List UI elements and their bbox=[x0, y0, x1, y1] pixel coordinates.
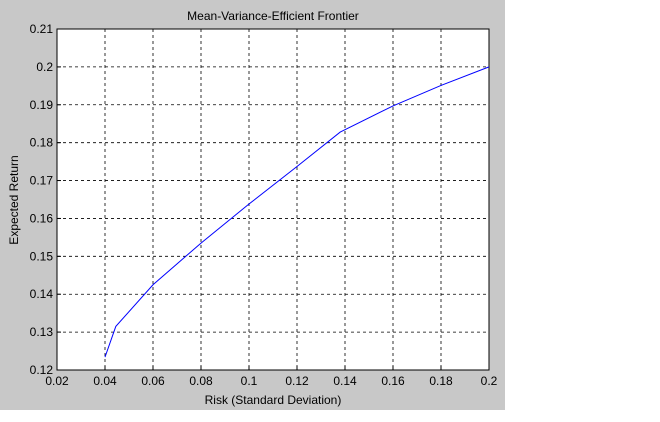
x-tick-label: 0.18 bbox=[429, 374, 453, 388]
x-tick-label: 0.02 bbox=[45, 374, 69, 388]
y-axis-label: Expected Return bbox=[7, 155, 21, 244]
x-tick-label: 0.14 bbox=[333, 374, 357, 388]
x-tick-label: 0.04 bbox=[93, 374, 117, 388]
y-tick-label: 0.21 bbox=[30, 22, 54, 36]
x-tick-label: 0.08 bbox=[189, 374, 213, 388]
y-tick-label: 0.18 bbox=[30, 136, 54, 150]
x-tick-label: 0.06 bbox=[141, 374, 165, 388]
y-tick-label: 0.14 bbox=[30, 287, 54, 301]
y-tick-label: 0.17 bbox=[30, 174, 54, 188]
y-tick-label: 0.15 bbox=[30, 249, 54, 263]
y-tick-label: 0.2 bbox=[36, 60, 53, 74]
y-tick-label: 0.12 bbox=[30, 363, 54, 377]
plot-border bbox=[56, 28, 490, 371]
frontier-line bbox=[104, 66, 490, 358]
x-tick-label: 0.16 bbox=[381, 374, 405, 388]
y-tick-label: 0.19 bbox=[30, 98, 54, 112]
x-tick-label: 0.1 bbox=[241, 374, 258, 388]
plot-area bbox=[56, 28, 490, 371]
x-tick-label: 0.12 bbox=[285, 374, 309, 388]
y-tick-label: 0.16 bbox=[30, 211, 54, 225]
y-tick-label: 0.13 bbox=[30, 325, 54, 339]
x-tick-label: 0.2 bbox=[481, 374, 498, 388]
x-axis-label: Risk (Standard Deviation) bbox=[205, 393, 342, 407]
chart-title: Mean-Variance-Efficient Frontier bbox=[187, 9, 359, 23]
